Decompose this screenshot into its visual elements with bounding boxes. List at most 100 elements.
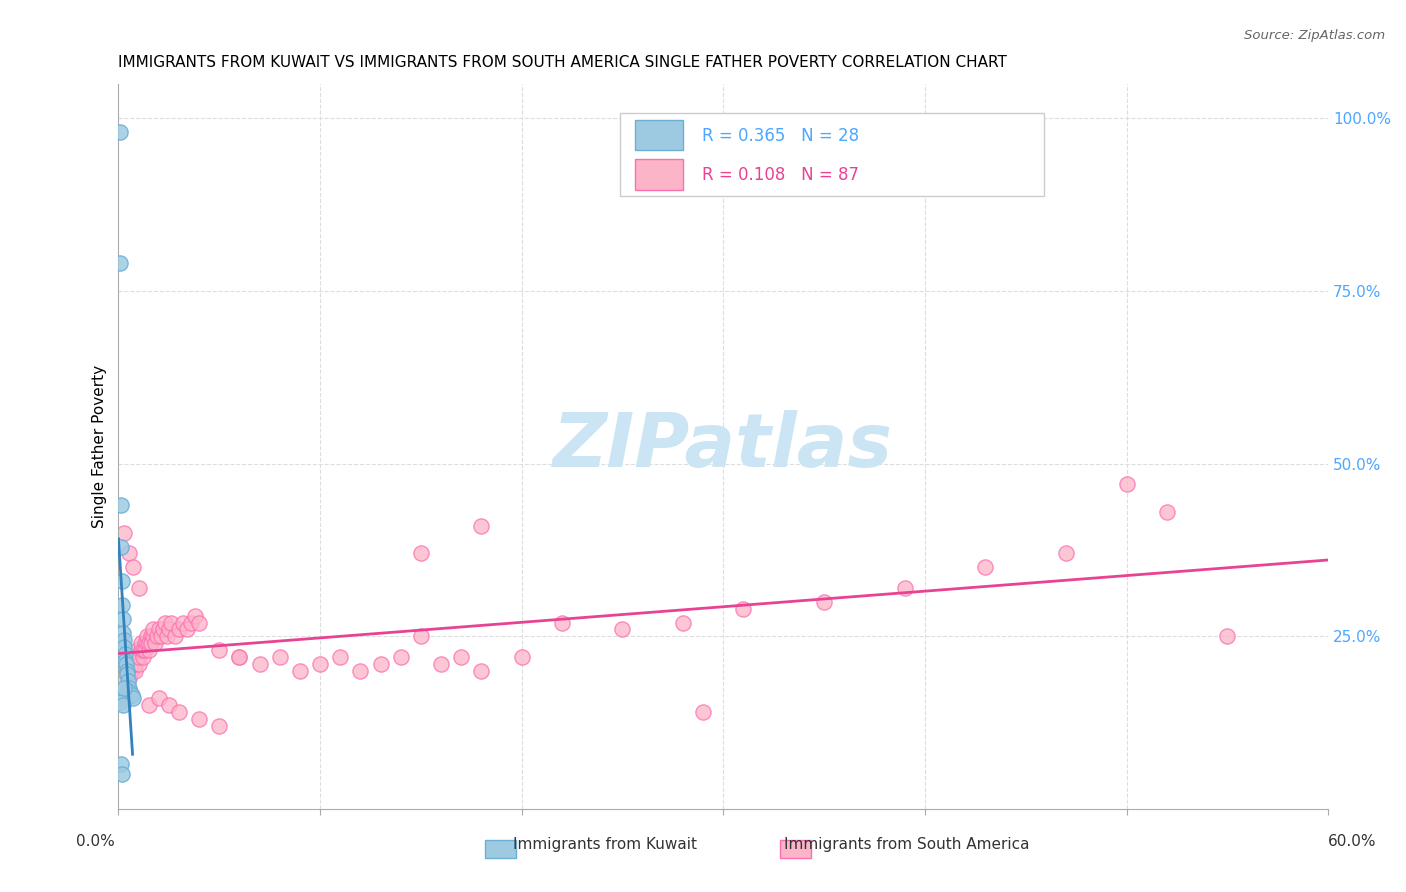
Point — [111, 612, 134, 626]
Point — [124, 657, 146, 671]
Point — [110, 757, 132, 772]
Point — [128, 650, 150, 665]
Text: 0.0%: 0.0% — [76, 834, 115, 848]
Point — [114, 664, 136, 678]
Point — [157, 698, 180, 713]
Point — [470, 664, 492, 678]
Point — [139, 629, 162, 643]
Point — [115, 667, 138, 681]
Point — [115, 657, 138, 671]
Point — [110, 695, 132, 709]
Y-axis label: Single Father Poverty: Single Father Poverty — [93, 365, 107, 528]
Point — [117, 674, 139, 689]
Point — [370, 657, 392, 671]
Text: R = 0.365   N = 28: R = 0.365 N = 28 — [702, 128, 859, 145]
Point — [157, 623, 180, 637]
Point — [188, 712, 211, 726]
Text: Immigrants from Kuwait: Immigrants from Kuwait — [513, 838, 696, 852]
Point — [131, 643, 153, 657]
Point — [288, 664, 311, 678]
FancyBboxPatch shape — [620, 112, 1043, 196]
Point — [389, 650, 412, 665]
Text: IMMIGRANTS FROM KUWAIT VS IMMIGRANTS FROM SOUTH AMERICA SINGLE FATHER POVERTY CO: IMMIGRANTS FROM KUWAIT VS IMMIGRANTS FRO… — [118, 55, 1007, 70]
Point — [228, 650, 250, 665]
Point — [114, 640, 136, 654]
Point — [1156, 505, 1178, 519]
Point — [121, 657, 143, 671]
Point — [249, 657, 271, 671]
Point — [117, 681, 139, 695]
Point — [180, 615, 202, 630]
Point — [121, 691, 143, 706]
Point — [450, 650, 472, 665]
Point — [110, 540, 132, 554]
Point — [138, 643, 160, 657]
Point — [114, 525, 136, 540]
Point — [893, 581, 915, 595]
Point — [228, 650, 250, 665]
Text: Source: ZipAtlas.com: Source: ZipAtlas.com — [1244, 29, 1385, 42]
Point — [138, 636, 160, 650]
Point — [110, 256, 132, 270]
Point — [142, 623, 165, 637]
Point — [349, 664, 371, 678]
Point — [149, 629, 172, 643]
Point — [148, 623, 170, 637]
Point — [208, 719, 231, 733]
Point — [172, 615, 194, 630]
Point — [167, 706, 190, 720]
Point — [121, 560, 143, 574]
Point — [612, 623, 634, 637]
Text: Immigrants from South America: Immigrants from South America — [785, 838, 1029, 852]
Text: 60.0%: 60.0% — [1329, 834, 1376, 848]
Point — [131, 650, 153, 665]
Point — [110, 498, 132, 512]
Point — [115, 657, 138, 671]
Point — [134, 643, 156, 657]
Point — [135, 636, 157, 650]
FancyBboxPatch shape — [636, 159, 683, 189]
Text: R = 0.108   N = 87: R = 0.108 N = 87 — [702, 167, 859, 185]
Point — [111, 599, 134, 613]
Point — [138, 698, 160, 713]
Point — [128, 657, 150, 671]
Point — [152, 623, 174, 637]
Point — [692, 706, 714, 720]
Point — [143, 636, 166, 650]
Point — [813, 595, 835, 609]
Point — [510, 650, 533, 665]
Point — [117, 650, 139, 665]
Point — [1054, 546, 1077, 560]
Point — [329, 650, 352, 665]
Point — [117, 671, 139, 685]
Point — [125, 643, 148, 657]
Point — [163, 629, 186, 643]
Point — [269, 650, 291, 665]
Point — [409, 629, 432, 643]
Point — [111, 671, 134, 685]
Point — [110, 691, 132, 706]
Point — [120, 657, 142, 671]
Point — [156, 629, 179, 643]
Point — [160, 615, 183, 630]
Point — [1115, 477, 1137, 491]
Point — [672, 615, 695, 630]
Point — [115, 664, 138, 678]
Point — [409, 546, 432, 560]
Point — [733, 601, 755, 615]
Point — [139, 636, 162, 650]
Point — [208, 643, 231, 657]
Point — [153, 615, 176, 630]
Point — [135, 629, 157, 643]
Point — [114, 653, 136, 667]
Point — [430, 657, 453, 671]
Point — [121, 688, 143, 702]
Text: ZIPatlas: ZIPatlas — [554, 410, 893, 483]
Point — [129, 643, 152, 657]
Point — [108, 125, 131, 139]
Point — [125, 650, 148, 665]
Point — [974, 560, 997, 574]
Point — [184, 608, 207, 623]
Point — [112, 626, 135, 640]
Point — [167, 623, 190, 637]
